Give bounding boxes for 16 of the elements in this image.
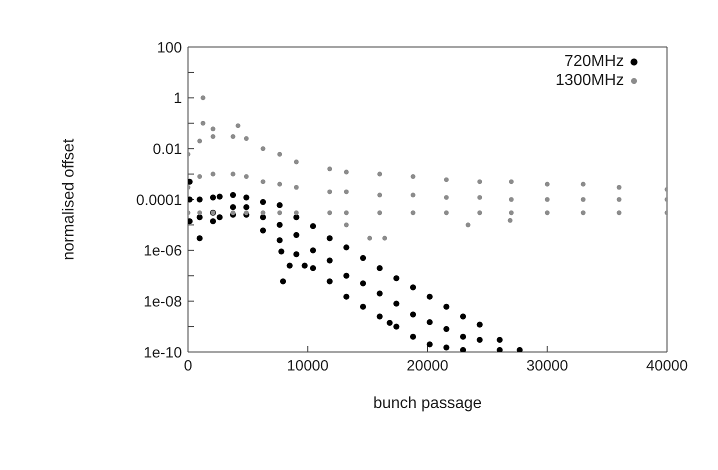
y-tick-label: 0.01 [152,140,182,158]
y-tick-label: 0.0001 [136,192,182,209]
x-tick-label: 20000 [406,358,448,375]
y-tick-label: 1e-08 [144,293,182,310]
legend-label: 720MHz [564,52,624,71]
x-tick-label: 10000 [286,358,329,375]
x-tick-label: 0 [184,358,192,375]
y-tick-label: 1e-10 [144,344,182,362]
x-tick-label: 40000 [646,358,688,375]
y-tick-label: 1 [174,90,182,108]
x-axis-title: bunch passage [373,395,482,412]
legend-label: 1300MHz [556,71,624,90]
y-tick-label: 100 [156,39,182,56]
y-tick-label: 1e-06 [144,242,182,260]
y-axis-title: normalised offset [60,138,78,260]
x-tick-label: 30000 [526,358,568,375]
